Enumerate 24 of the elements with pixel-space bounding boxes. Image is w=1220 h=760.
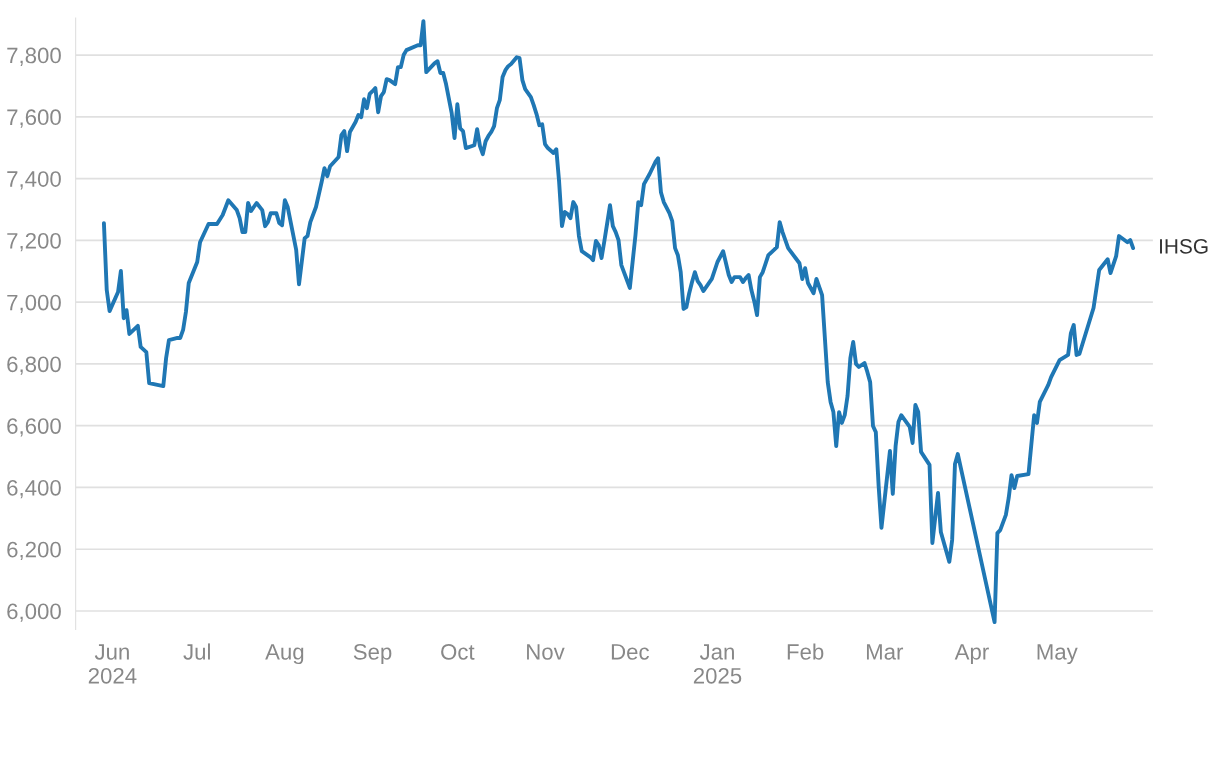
x-tick-label: Jan 2025 xyxy=(693,644,742,684)
x-tick-label: Dec xyxy=(611,644,649,660)
x-tick-label: Apr xyxy=(954,644,989,665)
series-label: IHSG xyxy=(1160,238,1208,254)
x-tick-label: Mar xyxy=(866,644,904,660)
x-tick-label: May xyxy=(1037,644,1078,665)
x-tick-label: Oct xyxy=(441,643,475,660)
y-tick-label: 6,200 xyxy=(7,541,61,561)
x-tick-label: Jul xyxy=(183,643,210,660)
line-series xyxy=(101,19,1136,625)
x-tick-label: Feb xyxy=(787,643,824,660)
y-tick-label: 6,600 xyxy=(7,418,61,437)
y-tick-label: 7,000 xyxy=(7,294,61,314)
x-tick-label: Jun 2024 xyxy=(88,644,137,684)
y-tick-label: 6,400 xyxy=(7,479,61,499)
x-tick-label: Aug xyxy=(265,644,304,665)
x-tick-label: Sep xyxy=(353,643,392,665)
y-tick-label: 6,000 xyxy=(7,603,61,622)
y-tick-label: 7,600 xyxy=(7,109,61,128)
x-tick-label: Nov xyxy=(527,644,565,660)
y-tick-label: 7,200 xyxy=(7,232,61,252)
y-tick-label: 7,400 xyxy=(7,171,61,190)
y-tick-label: 7,800 xyxy=(7,47,61,66)
y-tick-label: 6,800 xyxy=(7,356,61,375)
